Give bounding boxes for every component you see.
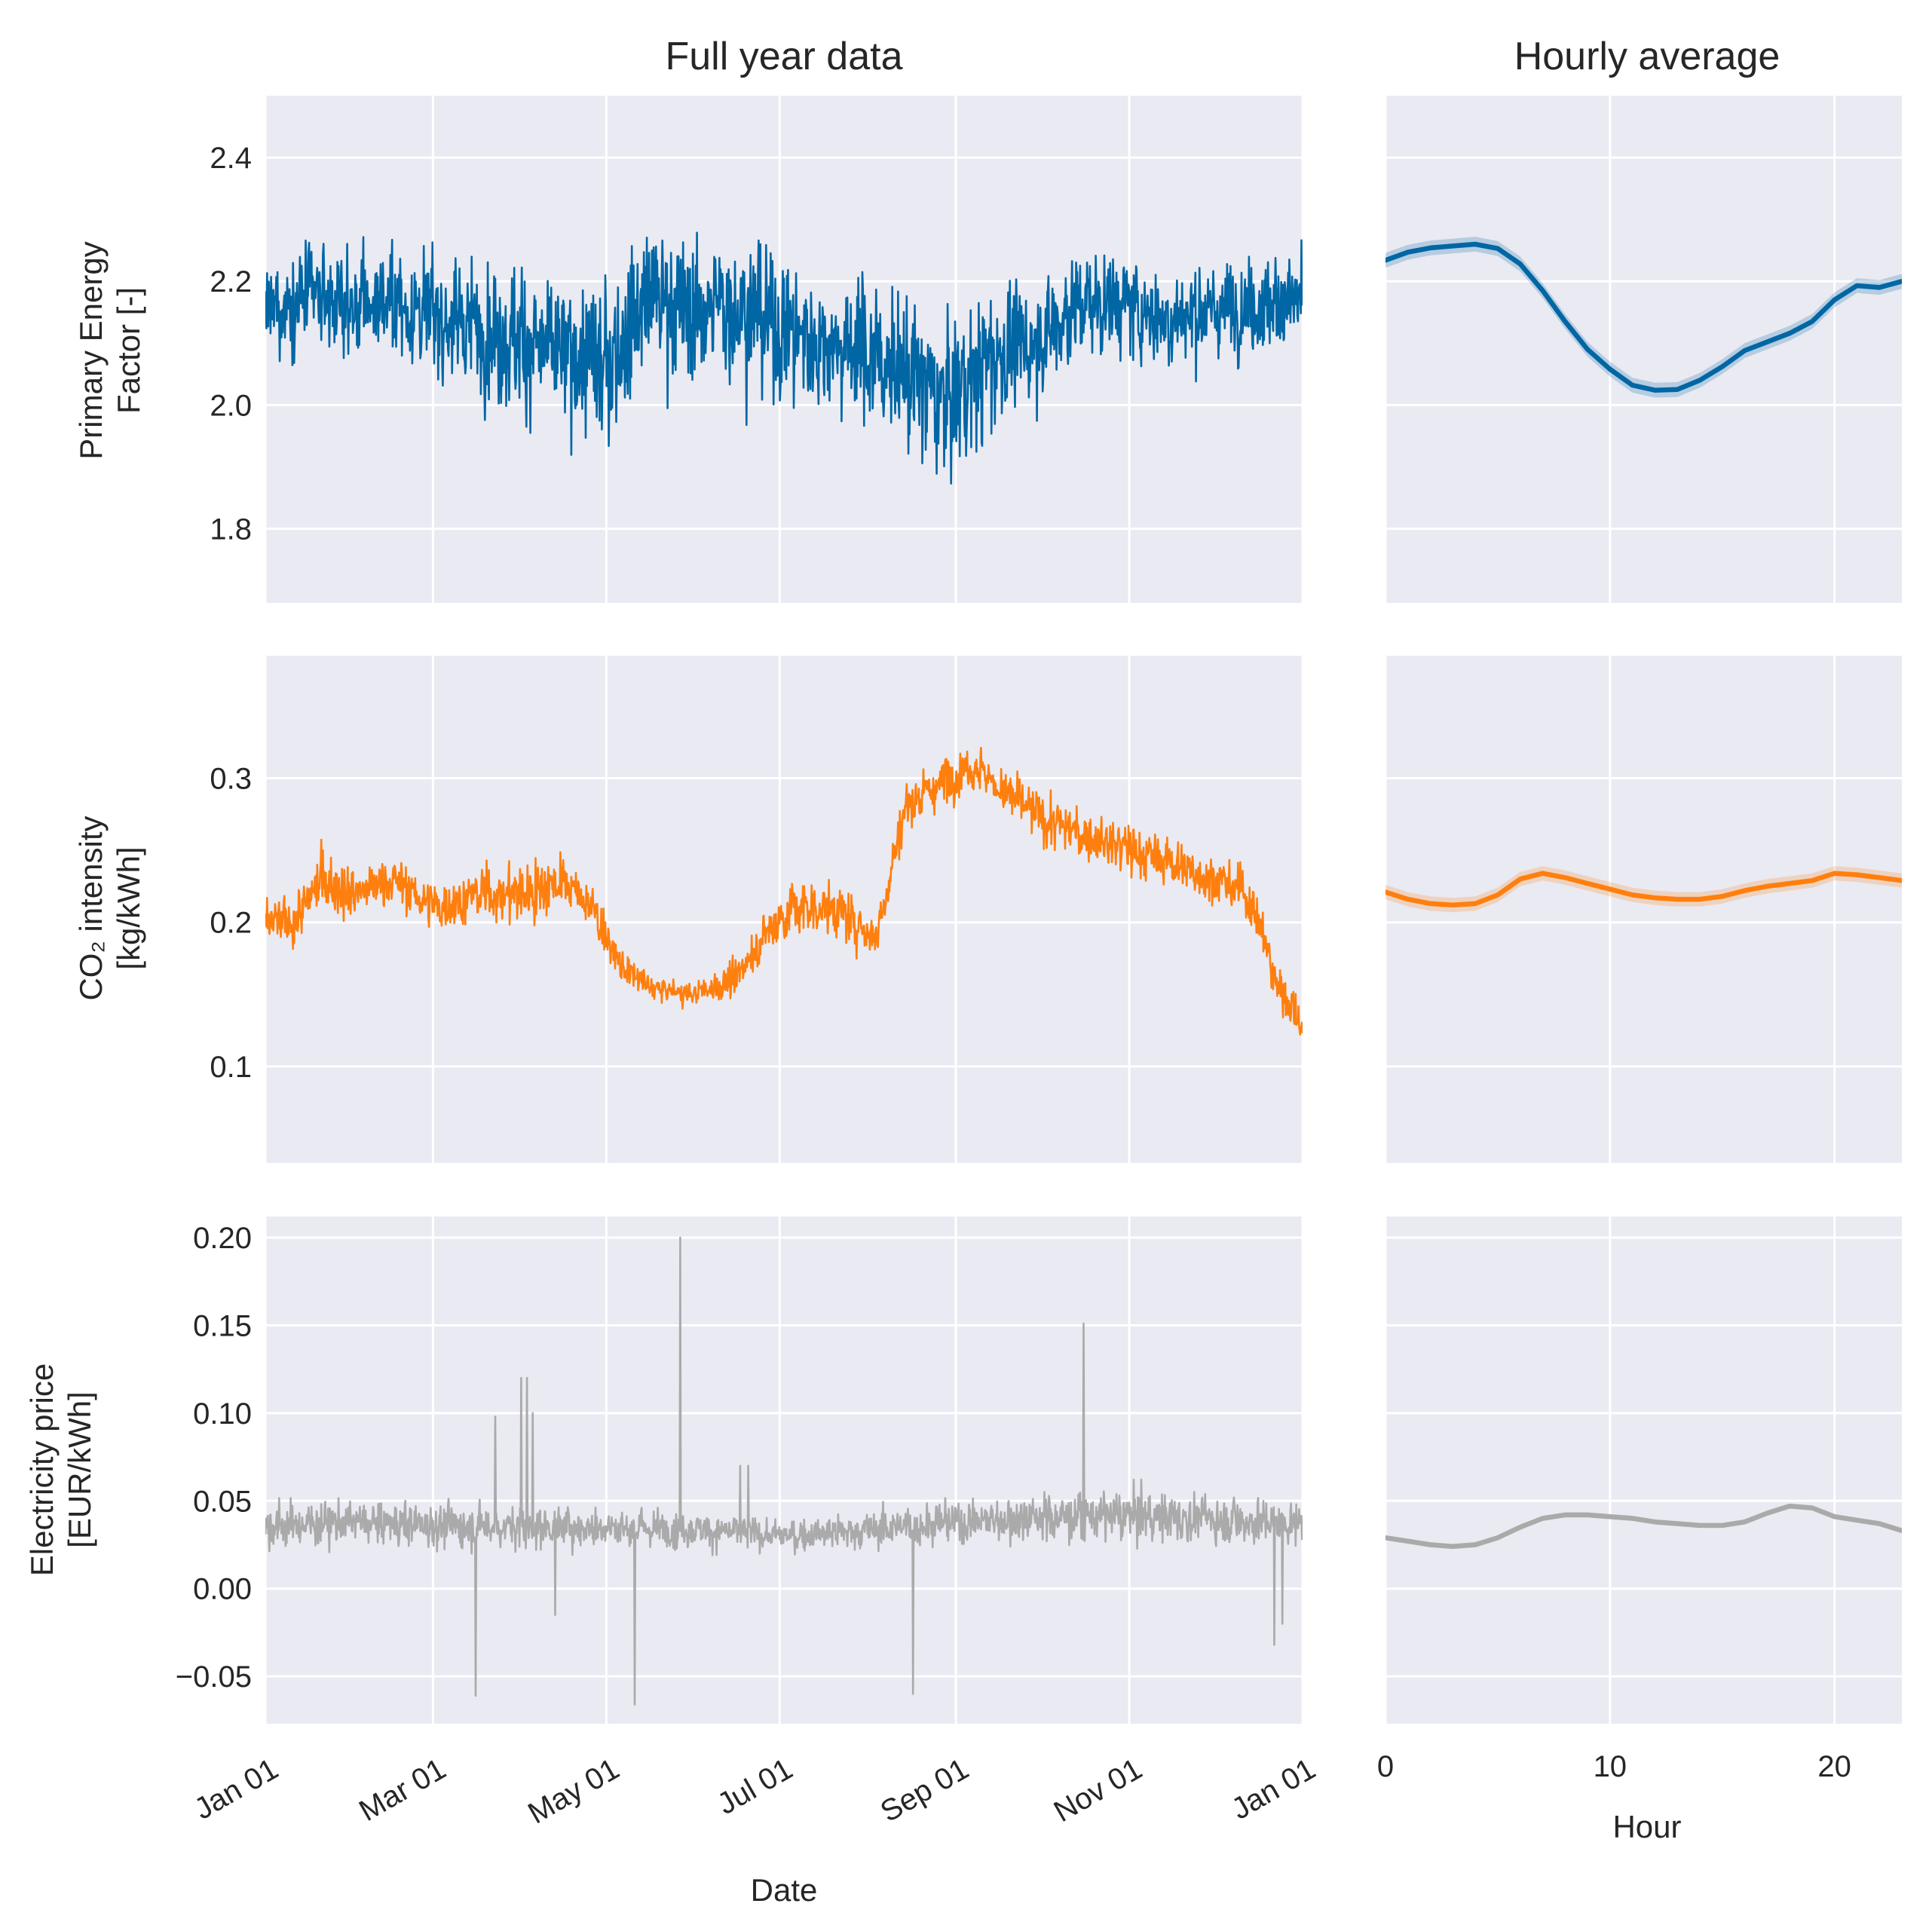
series-line-hourly-primary-energy (1385, 241, 1902, 393)
x-tick-label: 20 (1817, 1750, 1851, 1783)
panels-layer: 1.8 2.0 2.2 2.4 0.1 0.2 0.3 −0.05 0.00 0.05 0.10 0.… (176, 96, 1902, 1830)
ylabel-price-line1: Electricity price (24, 1363, 60, 1576)
ylabel-primary-energy-line1: Primary Energy (73, 241, 109, 459)
y-tick-label: 0.20 (193, 1222, 252, 1255)
x-tick-label: Jan 01 (188, 1752, 283, 1826)
y-tick-label: 0.10 (193, 1397, 252, 1431)
x-tick-label: May 01 (522, 1752, 625, 1831)
series-line-hourly-co2 (1385, 871, 1902, 908)
plot-background (1385, 1217, 1902, 1724)
title-full-year: Full year data (665, 35, 902, 78)
y-tick-label: 0.00 (193, 1573, 252, 1606)
ylabel-primary-energy: Primary Energy Factor [-] (73, 241, 146, 459)
series-group (265, 746, 1303, 1036)
y-tick-label: 2.4 (210, 142, 252, 175)
series-line-full-year-co2 (265, 746, 1303, 1036)
ylabel-co2-line2: [kg/kWh] (111, 846, 146, 969)
x-tick-label: Jan 01 (1226, 1752, 1321, 1826)
x-tick-label: Nov 01 (1049, 1752, 1148, 1829)
xlabel-date: Date (751, 1872, 818, 1908)
panel-hourly-co2 (1384, 656, 1902, 1163)
y-tick-label: 2.0 (210, 389, 252, 422)
series-group (1385, 237, 1902, 398)
x-tick-label: Mar 01 (354, 1752, 452, 1828)
series-group (265, 231, 1303, 485)
panel-hourly-price: 0 10 20 (1377, 1217, 1902, 1783)
confidence-band-hourly-primary-energy (1385, 237, 1902, 398)
plot-background (1385, 656, 1902, 1163)
ylabel-primary-energy-line2: Factor [-] (111, 287, 146, 414)
series-line-hourly-price (1385, 1503, 1902, 1550)
series-line-full-year-price (265, 1236, 1303, 1706)
x-tick-label: Sep 01 (875, 1752, 975, 1829)
panel-full-year-price: −0.05 0.00 0.05 0.10 0.15 0.20 Jan 01 Mar 01 May… (176, 1217, 1321, 1830)
x-tick-label: 10 (1594, 1750, 1627, 1783)
ylabel-price: Electricity price [EUR/kWh] (24, 1363, 97, 1576)
confidence-band-hourly-co2 (1385, 866, 1902, 913)
ylabel-co2: CO₂ intensity [kg/kWh] (73, 816, 146, 1000)
plot-background (1385, 96, 1902, 603)
y-tick-label: 0.3 (210, 763, 252, 796)
x-tick-label: Jul 01 (712, 1752, 798, 1821)
panel-full-year-primary-energy: 1.8 2.0 2.2 2.4 (210, 96, 1304, 603)
y-tick-label: 2.2 (210, 265, 252, 298)
y-tick-label: 1.8 (210, 513, 252, 546)
xlabel-hour: Hour (1612, 1809, 1681, 1844)
ylabel-co2-line1: CO₂ intensity (73, 816, 109, 1000)
series-line-full-year-primary-energy (265, 231, 1303, 485)
series-group (265, 1236, 1303, 1706)
title-hourly-average: Hourly average (1514, 35, 1780, 78)
y-tick-label: 0.05 (193, 1485, 252, 1518)
ylabel-price-line2: [EUR/kWh] (62, 1391, 97, 1548)
panel-hourly-primary-energy (1384, 96, 1902, 603)
series-group (1385, 1503, 1902, 1550)
y-tick-label: 0.1 (210, 1051, 252, 1084)
y-tick-label: 0.15 (193, 1309, 252, 1342)
panel-full-year-co2: 0.1 0.2 0.3 (210, 656, 1304, 1163)
plot-background (265, 1217, 1303, 1724)
series-group (1385, 866, 1902, 913)
x-tick-label: 0 (1377, 1750, 1394, 1783)
y-tick-label: 0.2 (210, 907, 252, 940)
y-tick-label: −0.05 (176, 1660, 252, 1694)
